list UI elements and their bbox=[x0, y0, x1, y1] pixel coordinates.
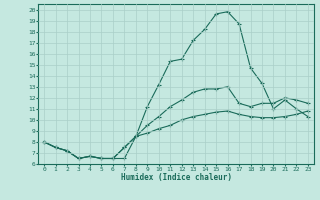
X-axis label: Humidex (Indice chaleur): Humidex (Indice chaleur) bbox=[121, 173, 231, 182]
